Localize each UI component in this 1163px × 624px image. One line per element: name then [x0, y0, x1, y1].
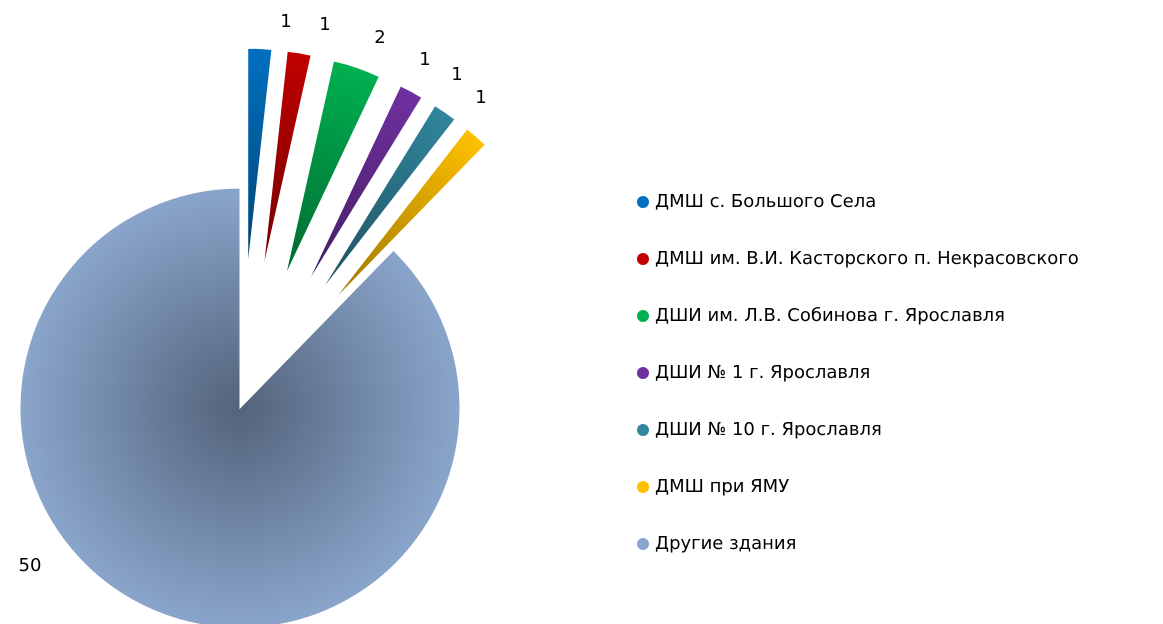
legend-marker [637, 424, 649, 436]
data-label: 1 [319, 14, 330, 35]
legend-label: ДШИ № 10 г. Ярославля [655, 419, 882, 440]
pie-slice [262, 50, 312, 271]
legend-marker [637, 253, 649, 265]
data-label: 1 [280, 11, 291, 32]
legend-label: ДШИ им. Л.В. Собинова г. Ярославля [655, 305, 1005, 326]
pie-slice [284, 60, 381, 276]
legend-label: ДШИ № 1 г. Ярославля [655, 362, 870, 383]
legend-marker [637, 538, 649, 550]
data-label: 50 [19, 555, 42, 576]
legend-marker [637, 196, 649, 208]
data-label: 1 [419, 49, 430, 70]
legend-marker [637, 481, 649, 493]
legend-label: Другие здания [655, 533, 796, 554]
data-label: 1 [451, 64, 462, 85]
legend-label: ДМШ с. Большого Села [655, 191, 876, 212]
pie-slice [331, 128, 487, 303]
legend-label: ДМШ при ЯМУ [655, 476, 789, 497]
data-label: 2 [374, 27, 385, 48]
pie-slice [19, 187, 461, 624]
legend-label: ДМШ им. В.И. Касторского п. Некрасовског… [655, 248, 1079, 269]
legend-marker [637, 367, 649, 379]
pie-slice [319, 104, 456, 294]
pie-slice [247, 47, 273, 269]
legend-marker [637, 310, 649, 322]
data-label: 1 [475, 87, 486, 108]
pie-slice [306, 85, 423, 286]
